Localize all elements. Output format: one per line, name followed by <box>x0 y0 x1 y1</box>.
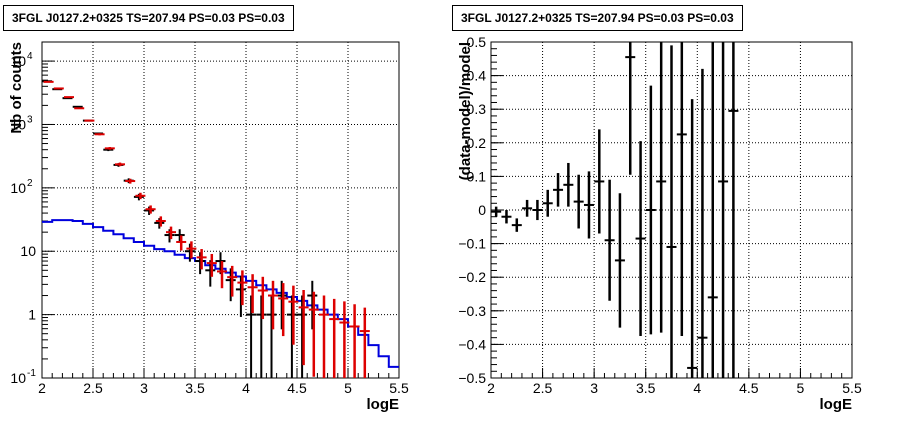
y-tick-exponent: -1 <box>27 368 36 379</box>
x-axis-label: logE <box>367 396 400 413</box>
x-tick-label: 3.5 <box>636 380 656 396</box>
x-tick-label: 2.5 <box>533 380 553 396</box>
y-axis-label: Nb of counts <box>8 42 25 134</box>
y-tick-label: −0.5 <box>458 370 486 386</box>
right-chart-title: 3FGL J0127.2+0325 TS=207.94 PS=0.03 PS=0… <box>452 5 743 31</box>
y-tick-label: −0.2 <box>458 269 486 285</box>
y-tick-label: 10 <box>10 180 26 196</box>
y-tick-label: −0.3 <box>458 303 486 319</box>
x-axis-label: logE <box>820 396 853 413</box>
y-tick-label: 10 <box>10 116 26 132</box>
left-chart-title: 3FGL J0127.2+0325 TS=207.94 PS=0.03 PS=0… <box>3 5 294 31</box>
y-tick-exponent: 4 <box>27 51 33 62</box>
y-tick-exponent: 3 <box>27 114 33 125</box>
y-tick-label: 0.1 <box>467 168 487 184</box>
y-tick-label: 0 <box>478 202 486 218</box>
x-tick-label: 5 <box>797 380 805 396</box>
y-tick-label: 0.5 <box>467 34 487 50</box>
y-tick-label: 10 <box>20 243 36 259</box>
y-tick-exponent: 2 <box>27 178 33 189</box>
y-tick-label: −0.1 <box>458 236 486 252</box>
y-axis-label: (data-model)/model <box>457 42 474 180</box>
x-tick-label: 2 <box>487 380 495 396</box>
y-tick-label: −0.4 <box>458 336 486 352</box>
x-tick-label: 2 <box>38 380 46 396</box>
y-tick-label: 0.4 <box>467 68 487 84</box>
x-tick-label: 2.5 <box>83 380 103 396</box>
y-tick-label: 1 <box>28 307 36 323</box>
x-tick-label: 5 <box>344 380 352 396</box>
x-tick-label: 3 <box>590 380 598 396</box>
x-tick-label: 5.5 <box>389 380 409 396</box>
x-tick-label: 4.5 <box>739 380 759 396</box>
y-tick-label: 10 <box>10 370 26 386</box>
x-tick-label: 4.5 <box>287 380 307 396</box>
x-tick-label: 4 <box>693 380 701 396</box>
x-tick-label: 4 <box>242 380 250 396</box>
background-model-line <box>42 219 399 368</box>
y-tick-label: 0.3 <box>467 101 487 117</box>
right-plot-residuals: 2 2.5 3 3.5 4 4.5 5 5.5 −0.5 −0.4 −0.3 −0.2 −0.1 0 0.1… <box>457 34 862 413</box>
x-tick-label: 5.5 <box>842 380 862 396</box>
plot-frame <box>41 41 400 379</box>
x-tick-label: 3 <box>140 380 148 396</box>
x-tick-label: 3.5 <box>185 380 205 396</box>
y-tick-label: 10 <box>10 53 26 69</box>
y-tick-label: 0.2 <box>467 135 487 151</box>
